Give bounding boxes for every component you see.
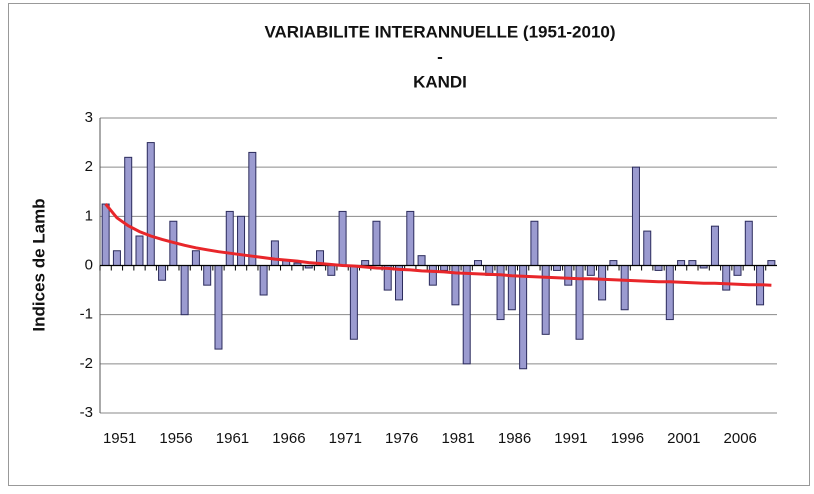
x-tick-label: 1956 [159, 430, 192, 447]
bar [361, 260, 370, 267]
bar [643, 230, 652, 266]
y-tick-label: 3 [85, 109, 93, 126]
bar [203, 265, 212, 286]
bar [101, 203, 110, 267]
bar [406, 210, 415, 267]
bar [259, 265, 268, 296]
y-tick-label: 1 [85, 207, 93, 224]
bar [180, 265, 189, 316]
bar [620, 265, 629, 311]
bar [440, 265, 449, 271]
bar [631, 166, 640, 267]
bar [327, 265, 336, 276]
bar [507, 265, 516, 311]
bar [135, 235, 144, 266]
x-tick-label: 1996 [611, 430, 644, 447]
bar [530, 220, 539, 266]
x-tick-label: 1966 [272, 430, 305, 447]
trend-line [104, 203, 772, 287]
y-tick-label: -1 [80, 306, 93, 323]
bar [338, 210, 347, 267]
bar [677, 260, 686, 267]
bar [146, 142, 155, 266]
y-tick-label: -2 [80, 355, 93, 372]
x-tick-label: 2001 [667, 430, 700, 447]
y-tick-label: -3 [80, 404, 93, 421]
x-tick-label: 2006 [724, 430, 757, 447]
bar [586, 265, 595, 276]
x-tick-label: 1986 [498, 430, 531, 447]
bar [654, 265, 663, 271]
bar [552, 265, 561, 271]
bar [519, 265, 528, 370]
bar [710, 225, 719, 267]
bar [237, 215, 246, 266]
bar [462, 265, 471, 365]
y-tick-label: 2 [85, 158, 93, 175]
bar [417, 255, 426, 267]
bar [158, 265, 167, 281]
bar [214, 265, 223, 350]
bar [124, 156, 133, 266]
x-tick-label: 1971 [329, 430, 362, 447]
bar [665, 265, 674, 321]
x-tick-label: 1991 [554, 430, 587, 447]
bar [270, 240, 279, 267]
bar [744, 220, 753, 266]
x-tick-label: 1981 [441, 430, 474, 447]
bar [191, 250, 200, 266]
y-tick-label: 0 [85, 256, 93, 273]
bar [767, 260, 776, 267]
bar [609, 260, 618, 267]
chart-title: VARIABILITE INTERANNUELLE (1951-2010) [264, 22, 615, 41]
x-tick-label: 1961 [216, 430, 249, 447]
bar [248, 151, 257, 267]
bar [598, 265, 607, 301]
x-tick-label: 1951 [103, 430, 136, 447]
bar [688, 260, 697, 267]
chart-title: - [437, 47, 443, 66]
bar [564, 265, 573, 286]
y-axis-title: Indices de Lamb [29, 198, 48, 331]
bar [575, 265, 584, 340]
bar [349, 265, 358, 340]
bar [225, 210, 234, 267]
bar [722, 265, 731, 291]
x-tick-label: 1976 [385, 430, 418, 447]
bar [733, 265, 742, 276]
bar [473, 260, 482, 267]
bar [428, 265, 437, 286]
chart-title: KANDI [413, 72, 467, 91]
bar [372, 220, 381, 266]
bar [112, 250, 121, 266]
